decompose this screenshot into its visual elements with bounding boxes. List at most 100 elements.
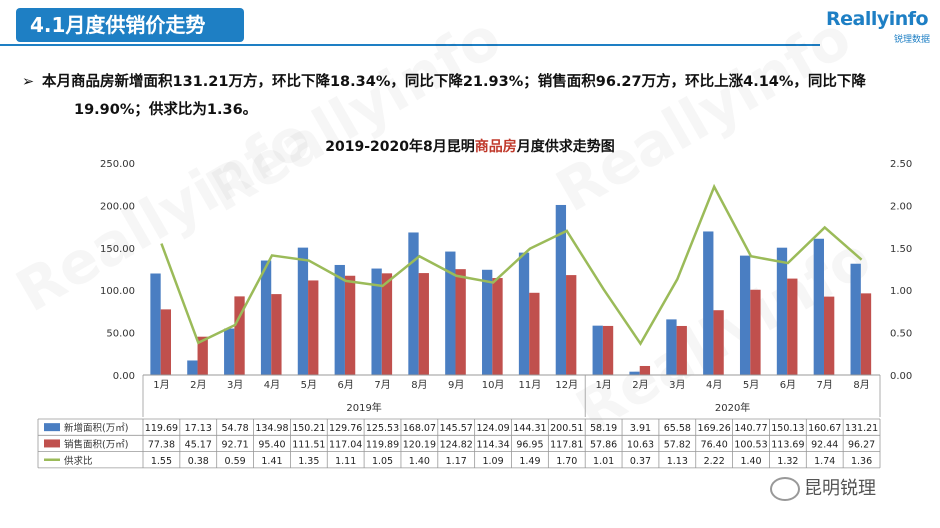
x-tick-label: 1月 <box>595 379 611 391</box>
page-title: 4.1月度供销价走势 <box>16 8 244 42</box>
y2-tick-label: 0.50 <box>890 329 912 340</box>
data-label: 124.09 <box>476 423 509 434</box>
data-label: 1.74 <box>814 456 835 467</box>
data-label: 145.57 <box>440 423 473 434</box>
x-tick-label: 2月 <box>190 379 206 391</box>
bar-supply <box>297 247 309 375</box>
legend-label: 销售面积(万㎡) <box>64 438 128 450</box>
data-label: 124.82 <box>440 439 473 450</box>
logo-wordmark: Reallyinfo <box>826 8 929 30</box>
data-label: 140.77 <box>734 423 767 434</box>
chart-title-highlight: 商品房 <box>474 139 517 155</box>
data-label: 1.70 <box>556 456 577 467</box>
data-label: 92.44 <box>811 439 838 450</box>
bar-sales <box>344 275 356 375</box>
bar-supply <box>813 238 824 375</box>
data-label: 117.81 <box>550 439 583 450</box>
bar-sales <box>676 325 687 375</box>
bar-sales <box>197 336 208 375</box>
y2-tick-label: 1.50 <box>890 244 912 255</box>
y-tick-label: 200.00 <box>100 201 135 212</box>
bar-supply <box>776 247 788 375</box>
data-label: 57.82 <box>664 439 691 450</box>
data-label: 119.89 <box>366 439 399 450</box>
y2-tick-label: 1.00 <box>890 286 912 297</box>
y2-tick-label: 2.50 <box>890 159 912 170</box>
data-label: 1.49 <box>519 456 540 467</box>
data-label: 65.58 <box>664 423 691 434</box>
x-tick-label: 6月 <box>780 379 796 391</box>
chart-title-prefix: 2019-2020年8月昆明 <box>325 139 475 155</box>
bar-sales <box>418 273 429 375</box>
y-tick-label: 50.00 <box>106 329 135 340</box>
data-label: 1.13 <box>667 456 688 467</box>
x-tick-label: 5月 <box>743 379 759 391</box>
data-label: 1.17 <box>446 456 467 467</box>
y2-tick-label: 2.00 <box>890 201 912 212</box>
data-label: 58.19 <box>590 423 617 434</box>
bar-sales <box>381 273 393 375</box>
y-tick-label: 250.00 <box>100 159 135 170</box>
legend-label: 新增面积(万㎡) <box>64 422 128 434</box>
bullet-arrow-icon: ➢ <box>22 74 35 90</box>
data-label: 1.01 <box>593 456 614 467</box>
bar-supply <box>518 252 530 375</box>
bar-supply <box>371 268 382 375</box>
data-label: 169.26 <box>698 423 731 434</box>
data-label: 57.86 <box>590 439 617 450</box>
x-tick-label: 3月 <box>227 379 243 391</box>
y2-tick-label: 0.00 <box>890 371 912 382</box>
bar-supply <box>629 371 640 375</box>
data-label: 1.32 <box>777 456 798 467</box>
data-label: 3.91 <box>630 423 651 434</box>
x-group-label: 2019年 <box>346 401 381 414</box>
bar-sales <box>750 289 761 375</box>
data-label: 0.37 <box>630 456 651 467</box>
x-tick-label: 11月 <box>519 379 542 391</box>
x-tick-label: 8月 <box>411 379 427 391</box>
bar-supply <box>666 319 677 375</box>
x-tick-label: 6月 <box>337 379 353 391</box>
bar-supply <box>703 231 714 375</box>
bar-sales <box>234 296 245 375</box>
data-label: 45.17 <box>185 439 212 450</box>
chart-title: 2019-2020年8月昆明商品房月度供求走势图 <box>0 136 940 156</box>
data-label: 114.34 <box>476 439 509 450</box>
header-bar: 4.1月度供销价走势 Reallyinfo 锐理数据 <box>0 0 940 52</box>
bar-supply <box>555 204 567 375</box>
summary-text: ➢ 本月商品房新增面积131.21万方，环比下降18.34%，同比下降21.93%… <box>22 68 922 124</box>
bar-sales <box>492 278 503 375</box>
data-label: 1.40 <box>740 456 761 467</box>
supply-demand-chart: 0.00 50.00 100.00 150.00 200.00 250.00 0.00 0.5… <box>37 159 912 469</box>
bar-supply <box>739 255 751 375</box>
bar-supply <box>150 273 161 375</box>
wechat-badge: 昆明锐理 <box>770 474 876 501</box>
chart-title-suffix: 月度供求走势图 <box>516 139 615 155</box>
bar-supply <box>850 263 861 375</box>
bar-supply <box>482 269 493 375</box>
data-label: 111.51 <box>292 439 325 450</box>
bar-sales <box>713 310 724 375</box>
bar-sales <box>566 275 577 375</box>
summary-line-2: 19.90%；供求比为1.36。 <box>74 102 258 118</box>
data-label: 125.53 <box>366 423 399 434</box>
logo-subtitle: 锐理数据 <box>893 35 930 45</box>
x-tick-label: 5月 <box>301 379 317 391</box>
brand-logo: Reallyinfo 锐理数据 <box>826 8 934 48</box>
bar-supply <box>187 360 198 375</box>
bar-sales <box>602 325 614 375</box>
x-tick-label: 8月 <box>853 379 869 391</box>
data-label: 134.98 <box>255 423 288 434</box>
x-group-label: 2020年 <box>715 401 750 414</box>
x-tick-label: 3月 <box>669 379 685 391</box>
data-label: 0.38 <box>188 456 209 467</box>
data-label: 200.51 <box>550 423 583 434</box>
bar-sales <box>823 296 835 375</box>
data-label: 10.63 <box>627 439 654 450</box>
data-label: 168.07 <box>403 423 436 434</box>
x-tick-label: 4月 <box>706 379 722 391</box>
bar-sales <box>860 293 872 375</box>
data-label: 92.71 <box>222 439 249 450</box>
data-label: 1.11 <box>335 456 356 467</box>
data-label: 0.59 <box>225 456 246 467</box>
